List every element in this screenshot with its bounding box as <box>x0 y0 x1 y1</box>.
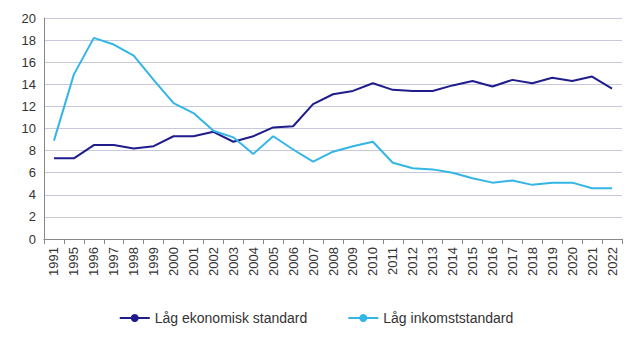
svg-text:Låg ekonomisk standard: Låg ekonomisk standard <box>155 310 308 326</box>
svg-text:2012: 2012 <box>405 247 420 276</box>
svg-text:2008: 2008 <box>326 247 341 276</box>
svg-text:1999: 1999 <box>146 247 161 276</box>
svg-text:2005: 2005 <box>266 247 281 276</box>
svg-text:2004: 2004 <box>246 247 261 276</box>
svg-text:2011: 2011 <box>385 247 400 275</box>
svg-text:1995: 1995 <box>66 247 81 276</box>
svg-text:20: 20 <box>22 11 36 26</box>
svg-text:2007: 2007 <box>306 247 321 276</box>
svg-text:2001: 2001 <box>186 247 201 276</box>
svg-text:1996: 1996 <box>86 247 101 276</box>
svg-text:10: 10 <box>22 121 36 136</box>
svg-text:1991: 1991 <box>46 247 61 276</box>
svg-text:2020: 2020 <box>565 247 580 276</box>
svg-text:6: 6 <box>29 165 36 180</box>
svg-text:2019: 2019 <box>545 247 560 276</box>
svg-text:14: 14 <box>22 77 36 92</box>
svg-text:2022: 2022 <box>605 247 620 276</box>
svg-text:1997: 1997 <box>106 247 121 276</box>
svg-text:1998: 1998 <box>126 247 141 276</box>
svg-text:2016: 2016 <box>485 247 500 276</box>
svg-text:18: 18 <box>22 33 36 48</box>
svg-text:2014: 2014 <box>445 247 460 276</box>
svg-text:2013: 2013 <box>425 247 440 276</box>
svg-text:2006: 2006 <box>286 247 301 276</box>
svg-text:2017: 2017 <box>505 247 520 276</box>
svg-text:2003: 2003 <box>226 247 241 276</box>
svg-text:2010: 2010 <box>365 247 380 276</box>
svg-text:2002: 2002 <box>206 247 221 276</box>
svg-text:2: 2 <box>29 209 36 224</box>
svg-text:0: 0 <box>29 232 36 247</box>
svg-text:8: 8 <box>29 143 36 158</box>
svg-text:2018: 2018 <box>525 247 540 276</box>
svg-text:2009: 2009 <box>345 247 360 276</box>
svg-text:Låg inkomststandard: Låg inkomststandard <box>383 310 513 326</box>
svg-text:4: 4 <box>29 187 36 202</box>
svg-text:2000: 2000 <box>166 247 181 276</box>
svg-text:2015: 2015 <box>465 247 480 276</box>
svg-text:16: 16 <box>22 55 36 70</box>
svg-text:2021: 2021 <box>585 247 600 276</box>
svg-text:12: 12 <box>22 99 36 114</box>
